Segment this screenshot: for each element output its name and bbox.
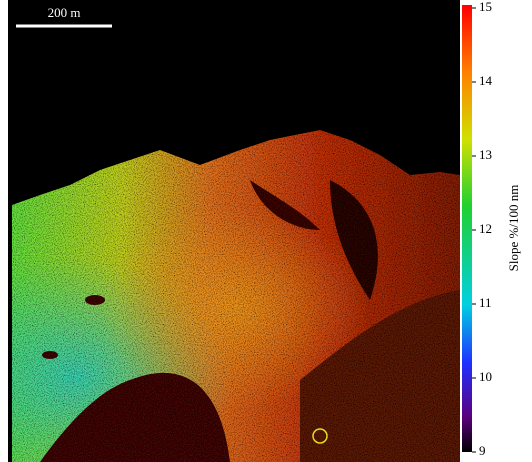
scale-bar-label: 200 m (48, 5, 81, 20)
colorbar-tick-label: 15 (479, 0, 492, 14)
colorbar-tick-label: 12 (479, 221, 492, 236)
colorbar-tick-label: 13 (479, 147, 492, 162)
colorbar-tick-label: 10 (479, 369, 492, 384)
colorbar-tick-label: 14 (479, 73, 493, 88)
colorbar-label: Slope %/100 nm (506, 185, 521, 272)
colorbar-tick-label: 11 (479, 295, 492, 310)
marker-circle (312, 428, 328, 444)
colorbar-tick-label: 9 (479, 443, 486, 458)
terrain (12, 130, 460, 462)
colorbar (462, 5, 472, 452)
